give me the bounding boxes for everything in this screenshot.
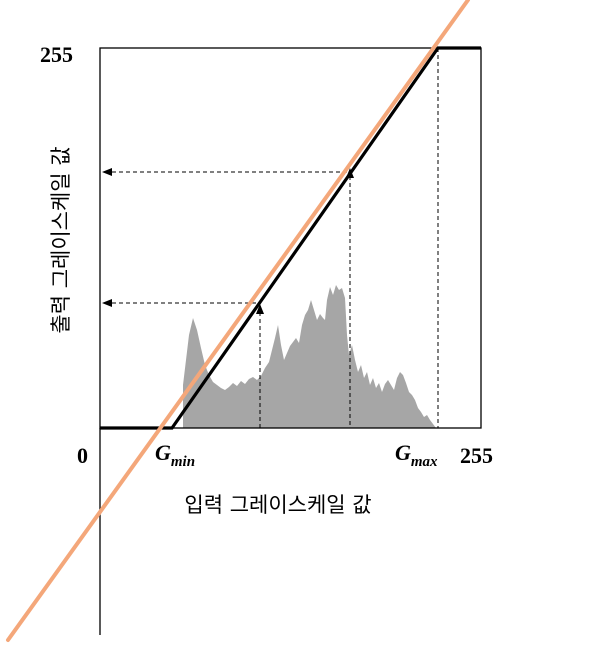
g-max-label: Gmax: [395, 440, 438, 470]
stretch-line: [6, 0, 470, 642]
y-axis-title: 출력 그레이스케일 값: [49, 146, 73, 333]
arrowhead-left-upper: [102, 168, 112, 176]
g-min-main: G: [155, 440, 171, 465]
g-min-label: Gmin: [155, 440, 195, 470]
mapping-function-line: [100, 46, 481, 430]
arrowhead-left-lower: [102, 299, 112, 307]
x-origin-label: 0: [77, 443, 88, 468]
g-max-main: G: [395, 440, 411, 465]
y-max-label: 255: [40, 42, 73, 67]
g-max-sub: max: [411, 454, 438, 470]
plot-frame: [99, 47, 482, 429]
arrowhead-up-left: [256, 304, 264, 314]
histogram-area: [183, 285, 436, 428]
g-min-sub: min: [171, 454, 195, 470]
x-max-label: 255: [460, 443, 493, 468]
x-axis-title: 입력 그레이스케일 값: [184, 493, 371, 517]
